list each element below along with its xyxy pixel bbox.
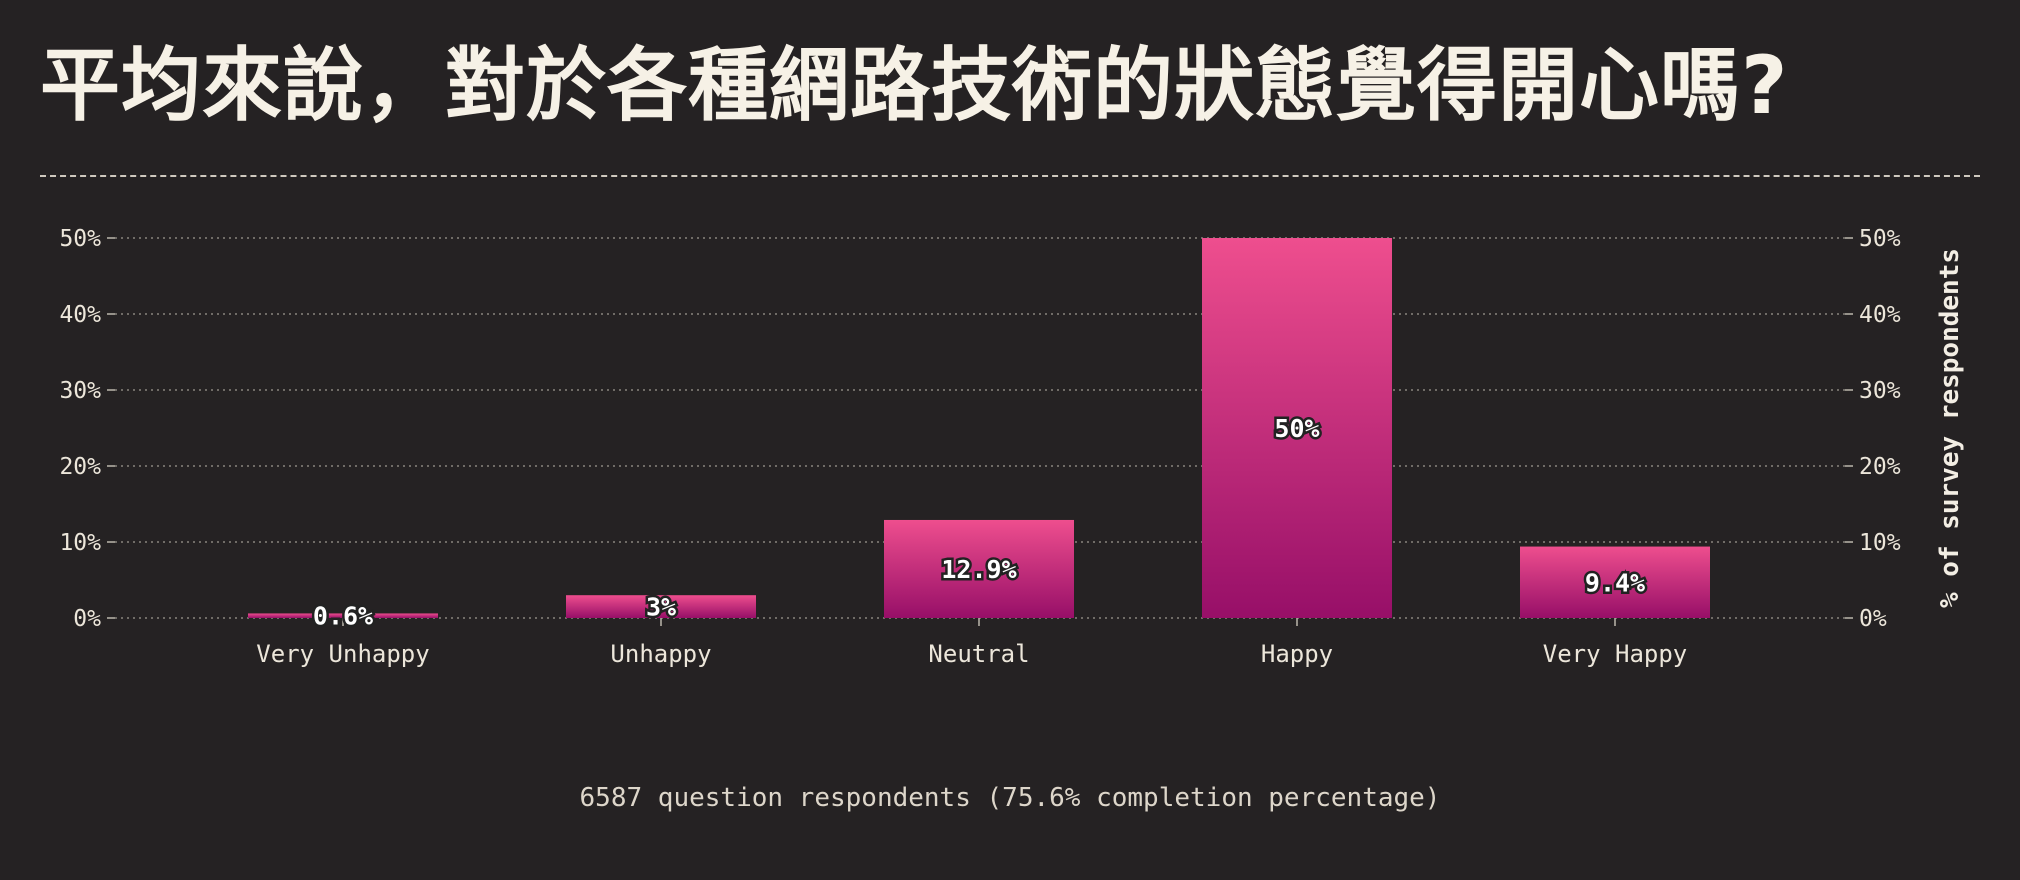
x-axis: Very Unhappy Unhappy Neutral Happy Very Happ… bbox=[256, 618, 1687, 668]
y-axis-right: 0% 10% 20% 30% 40% 50% bbox=[1845, 226, 1901, 632]
y-tick-label: 30% bbox=[1859, 378, 1901, 404]
bar-happy bbox=[1202, 238, 1392, 618]
bars bbox=[248, 238, 1710, 618]
bar-very-happy bbox=[1520, 546, 1710, 618]
bar-very-unhappy bbox=[248, 613, 438, 618]
y-tick-label: 40% bbox=[59, 302, 101, 328]
data-label: 9.4% bbox=[1585, 568, 1645, 597]
bar-chart: 0% 10% 20% 30% 40% 50% 0% 10% 20% 30% 40% 50% Very… bbox=[59, 226, 1965, 668]
y-tick-label: 50% bbox=[59, 226, 101, 252]
y-tick-label: 10% bbox=[1859, 530, 1901, 556]
y-tick-label: 50% bbox=[1859, 226, 1901, 252]
data-label: 0.6% bbox=[313, 602, 373, 631]
y-tick-label: 20% bbox=[59, 454, 101, 480]
data-label: 50% bbox=[1274, 414, 1319, 443]
data-label: 3% bbox=[646, 593, 676, 622]
y-tick-label: 0% bbox=[73, 606, 101, 632]
y-tick-label: 20% bbox=[1859, 454, 1901, 480]
respondents-footnote: 6587 question respondents (75.6% complet… bbox=[579, 783, 1441, 813]
chart-title: 平均來說，對於各種網路技術的狀態覺得開心嗎? bbox=[40, 39, 1789, 132]
data-labels: 0.6% 3% 12.9% 50% 9.4% bbox=[310, 412, 1647, 634]
x-tick-label: Very Unhappy bbox=[256, 640, 429, 668]
x-tick-label: Unhappy bbox=[610, 640, 711, 668]
x-tick-label: Happy bbox=[1261, 640, 1333, 668]
y-tick-label: 40% bbox=[1859, 302, 1901, 328]
title-divider bbox=[40, 175, 1980, 177]
y-axis-title: % of survey respondents bbox=[1935, 248, 1965, 608]
x-tick-label: Neutral bbox=[928, 640, 1029, 668]
bar-neutral bbox=[884, 519, 1074, 618]
y-tick-label: 0% bbox=[1859, 606, 1887, 632]
y-tick-label: 30% bbox=[59, 378, 101, 404]
data-label: 12.9% bbox=[941, 555, 1016, 584]
y-tick-label: 10% bbox=[59, 530, 101, 556]
y-axis-left: 0% 10% 20% 30% 40% 50% bbox=[59, 226, 115, 632]
x-tick-label: Very Happy bbox=[1543, 640, 1688, 668]
bar-unhappy bbox=[566, 595, 756, 618]
